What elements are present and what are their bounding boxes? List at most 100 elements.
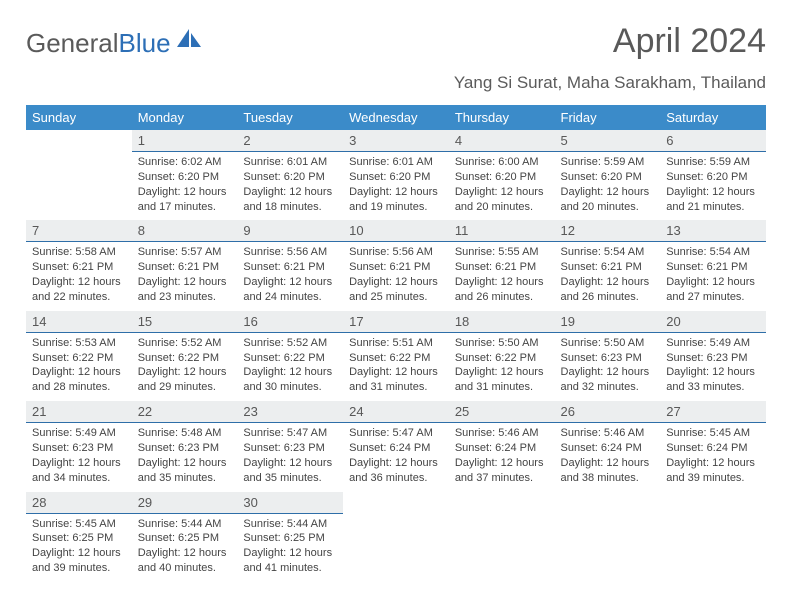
daylight-line: Daylight: 12 hours and 31 minutes. [349, 365, 443, 395]
sunset-line: Sunset: 6:25 PM [32, 531, 126, 546]
day-info-cell: Sunrise: 5:53 AMSunset: 6:22 PMDaylight:… [26, 332, 132, 401]
weekday-header: Thursday [449, 105, 555, 130]
sunrise-line: Sunrise: 5:55 AM [455, 245, 549, 260]
sunrise-line: Sunrise: 5:47 AM [243, 426, 337, 441]
header: GeneralBlue April 2024 Yang Si Surat, Ma… [26, 22, 766, 93]
sunset-line: Sunset: 6:24 PM [349, 441, 443, 456]
daylight-line: Daylight: 12 hours and 39 minutes. [666, 456, 760, 486]
day-info-cell: Sunrise: 5:44 AMSunset: 6:25 PMDaylight:… [132, 513, 238, 582]
sunrise-line: Sunrise: 5:45 AM [32, 517, 126, 532]
day-info-row: Sunrise: 5:58 AMSunset: 6:21 PMDaylight:… [26, 242, 766, 311]
day-number-cell: 17 [343, 311, 449, 333]
day-number-cell: 30 [237, 492, 343, 514]
day-number-cell: 15 [132, 311, 238, 333]
sunrise-line: Sunrise: 5:46 AM [561, 426, 655, 441]
day-info-cell: Sunrise: 5:56 AMSunset: 6:21 PMDaylight:… [237, 242, 343, 311]
daylight-line: Daylight: 12 hours and 23 minutes. [138, 275, 232, 305]
day-info-cell: Sunrise: 6:02 AMSunset: 6:20 PMDaylight:… [132, 152, 238, 221]
sunrise-line: Sunrise: 6:01 AM [243, 155, 337, 170]
day-number-cell: 9 [237, 220, 343, 242]
day-number-row: 282930 [26, 492, 766, 514]
weekday-header: Friday [555, 105, 661, 130]
sunset-line: Sunset: 6:22 PM [455, 351, 549, 366]
day-info-cell: Sunrise: 5:46 AMSunset: 6:24 PMDaylight:… [449, 423, 555, 492]
daylight-line: Daylight: 12 hours and 35 minutes. [138, 456, 232, 486]
day-number-row: 21222324252627 [26, 401, 766, 423]
sunset-line: Sunset: 6:21 PM [455, 260, 549, 275]
day-number-cell: 25 [449, 401, 555, 423]
sunset-line: Sunset: 6:20 PM [243, 170, 337, 185]
sunrise-line: Sunrise: 5:57 AM [138, 245, 232, 260]
day-number-cell: 10 [343, 220, 449, 242]
sunset-line: Sunset: 6:21 PM [138, 260, 232, 275]
daylight-line: Daylight: 12 hours and 22 minutes. [32, 275, 126, 305]
sunrise-line: Sunrise: 5:58 AM [32, 245, 126, 260]
daylight-line: Daylight: 12 hours and 20 minutes. [561, 185, 655, 215]
daylight-line: Daylight: 12 hours and 17 minutes. [138, 185, 232, 215]
sunrise-line: Sunrise: 5:45 AM [666, 426, 760, 441]
sunrise-line: Sunrise: 5:50 AM [455, 336, 549, 351]
calendar-table: Sunday Monday Tuesday Wednesday Thursday… [26, 105, 766, 582]
day-info-row: Sunrise: 5:45 AMSunset: 6:25 PMDaylight:… [26, 513, 766, 582]
day-info-cell [449, 513, 555, 582]
weekday-header: Saturday [660, 105, 766, 130]
day-info-cell: Sunrise: 5:45 AMSunset: 6:24 PMDaylight:… [660, 423, 766, 492]
day-number-cell [555, 492, 661, 514]
daylight-line: Daylight: 12 hours and 30 minutes. [243, 365, 337, 395]
daylight-line: Daylight: 12 hours and 21 minutes. [666, 185, 760, 215]
sunset-line: Sunset: 6:23 PM [138, 441, 232, 456]
day-number-cell: 20 [660, 311, 766, 333]
sunset-line: Sunset: 6:20 PM [561, 170, 655, 185]
day-number-cell: 7 [26, 220, 132, 242]
day-info-cell [555, 513, 661, 582]
day-info-cell [660, 513, 766, 582]
day-info-cell: Sunrise: 5:52 AMSunset: 6:22 PMDaylight:… [132, 332, 238, 401]
day-number-cell: 13 [660, 220, 766, 242]
sunset-line: Sunset: 6:21 PM [243, 260, 337, 275]
day-info-cell: Sunrise: 5:48 AMSunset: 6:23 PMDaylight:… [132, 423, 238, 492]
day-number-cell: 8 [132, 220, 238, 242]
sunset-line: Sunset: 6:24 PM [666, 441, 760, 456]
day-number-cell: 26 [555, 401, 661, 423]
logo-text-general: General [26, 28, 119, 58]
day-info-cell: Sunrise: 5:57 AMSunset: 6:21 PMDaylight:… [132, 242, 238, 311]
day-number-cell: 27 [660, 401, 766, 423]
location-subtitle: Yang Si Surat, Maha Sarakham, Thailand [454, 73, 766, 93]
daylight-line: Daylight: 12 hours and 35 minutes. [243, 456, 337, 486]
sunset-line: Sunset: 6:21 PM [666, 260, 760, 275]
sunrise-line: Sunrise: 5:48 AM [138, 426, 232, 441]
sunset-line: Sunset: 6:20 PM [666, 170, 760, 185]
day-info-cell: Sunrise: 6:00 AMSunset: 6:20 PMDaylight:… [449, 152, 555, 221]
sunset-line: Sunset: 6:23 PM [666, 351, 760, 366]
day-info-cell: Sunrise: 5:47 AMSunset: 6:23 PMDaylight:… [237, 423, 343, 492]
sunrise-line: Sunrise: 5:54 AM [561, 245, 655, 260]
day-number-cell: 29 [132, 492, 238, 514]
daylight-line: Daylight: 12 hours and 26 minutes. [455, 275, 549, 305]
day-number-cell: 28 [26, 492, 132, 514]
sunrise-line: Sunrise: 6:01 AM [349, 155, 443, 170]
logo: GeneralBlue [26, 28, 205, 59]
sunrise-line: Sunrise: 6:02 AM [138, 155, 232, 170]
sunset-line: Sunset: 6:24 PM [561, 441, 655, 456]
day-number-cell: 24 [343, 401, 449, 423]
day-number-cell: 12 [555, 220, 661, 242]
day-number-cell [660, 492, 766, 514]
day-info-row: Sunrise: 5:53 AMSunset: 6:22 PMDaylight:… [26, 332, 766, 401]
day-number-cell: 6 [660, 130, 766, 152]
daylight-line: Daylight: 12 hours and 34 minutes. [32, 456, 126, 486]
logo-sail-icon [175, 27, 205, 56]
daylight-line: Daylight: 12 hours and 37 minutes. [455, 456, 549, 486]
sunset-line: Sunset: 6:25 PM [138, 531, 232, 546]
daylight-line: Daylight: 12 hours and 26 minutes. [561, 275, 655, 305]
day-info-cell: Sunrise: 5:46 AMSunset: 6:24 PMDaylight:… [555, 423, 661, 492]
day-number-cell [343, 492, 449, 514]
daylight-line: Daylight: 12 hours and 32 minutes. [561, 365, 655, 395]
sunrise-line: Sunrise: 5:49 AM [32, 426, 126, 441]
sunset-line: Sunset: 6:24 PM [455, 441, 549, 456]
day-number-cell: 14 [26, 311, 132, 333]
daylight-line: Daylight: 12 hours and 39 minutes. [32, 546, 126, 576]
logo-text-blue: Blue [119, 28, 171, 58]
sunset-line: Sunset: 6:21 PM [32, 260, 126, 275]
day-info-cell: Sunrise: 5:49 AMSunset: 6:23 PMDaylight:… [660, 332, 766, 401]
day-info-cell: Sunrise: 5:59 AMSunset: 6:20 PMDaylight:… [555, 152, 661, 221]
